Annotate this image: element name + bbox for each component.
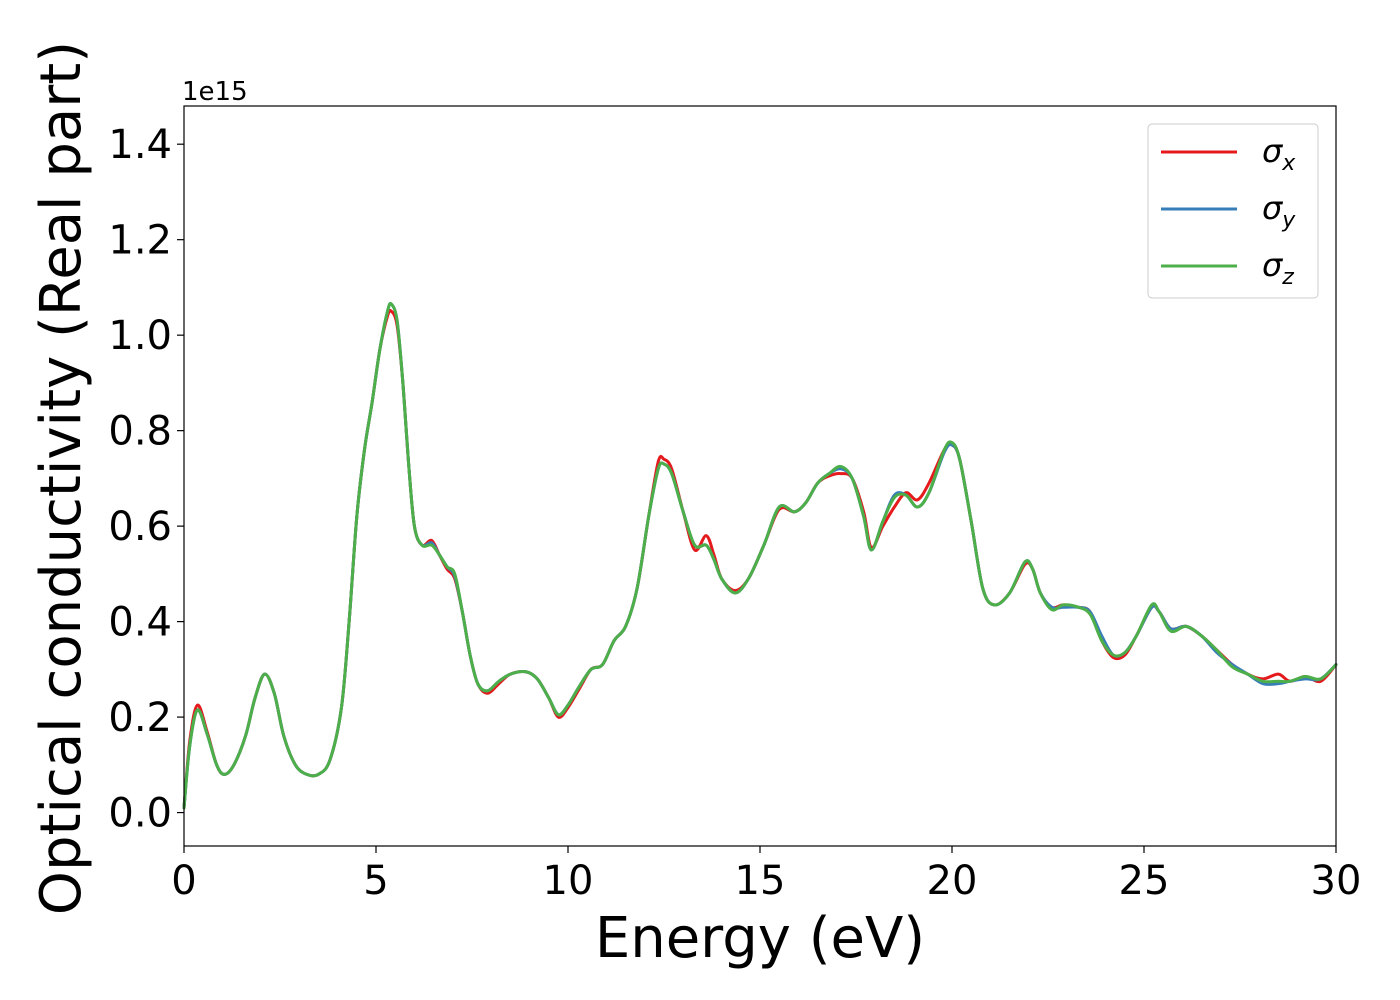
y-axis-title: Optical conductivity (Real part) (29, 41, 94, 915)
x-tick-label: 20 (927, 858, 978, 904)
y-tick-label: 0.6 (108, 504, 172, 550)
legend-label-sigma-y: σy (1262, 189, 1296, 233)
y-tick-label: 0.2 (108, 695, 172, 741)
x-tick-label: 30 (1311, 858, 1362, 904)
y-tick-label: 0.0 (108, 791, 172, 837)
x-tick-label: 5 (363, 858, 388, 904)
x-axis-ticks: 0 5 10 15 20 25 30 (171, 846, 1361, 904)
y-tick-label: 1.0 (108, 313, 172, 359)
y-tick-label: 1.2 (108, 218, 172, 264)
x-tick-label: 15 (735, 858, 786, 904)
y-offset-label: 1e15 (182, 77, 248, 107)
y-tick-label: 0.4 (108, 600, 172, 646)
legend-box (1147, 123, 1319, 299)
x-tick-label: 10 (543, 858, 594, 904)
legend: σx σy σz (1147, 123, 1319, 299)
x-tick-label: 0 (171, 858, 196, 904)
y-tick-label: 0.8 (108, 409, 172, 455)
series-layer (182, 302, 1338, 810)
x-axis-title: Energy (eV) (595, 906, 925, 971)
series-line-sigma-z (182, 302, 1338, 810)
legend-label-sigma-z: σz (1262, 246, 1294, 290)
y-axis-ticks: 0.0 0.2 0.4 0.6 0.8 1.0 1.2 1.4 (108, 122, 184, 837)
x-tick-label: 25 (1119, 858, 1170, 904)
legend-label-sigma-x: σx (1262, 132, 1296, 176)
y-tick-label: 1.4 (108, 122, 172, 168)
